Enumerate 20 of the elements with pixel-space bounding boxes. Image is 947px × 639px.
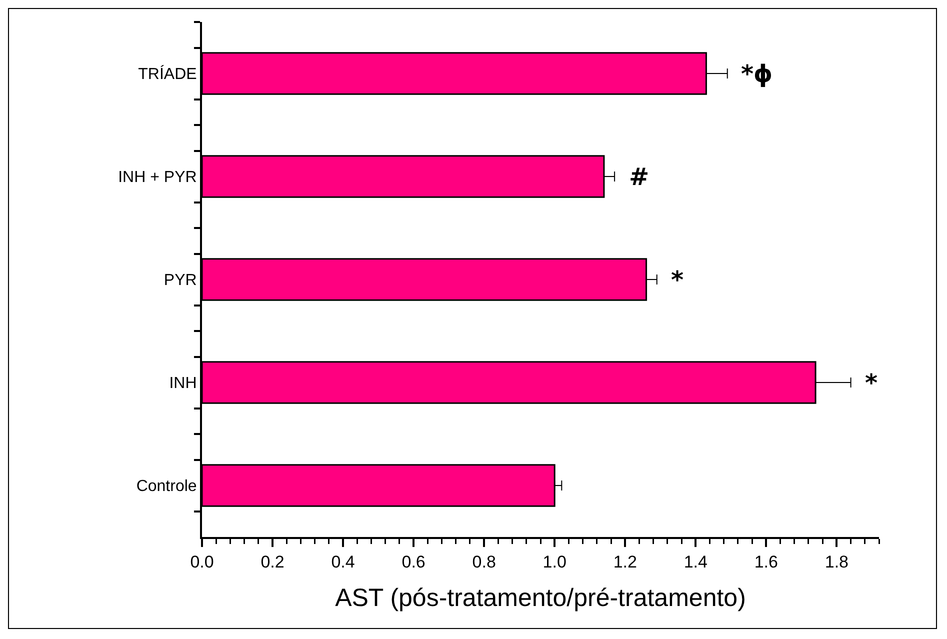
x-tick-label: 0.4	[331, 552, 355, 572]
annotation: *	[865, 369, 878, 397]
y-tick-label: INH + PYR	[118, 169, 197, 186]
x-tick-label: 0.8	[472, 552, 496, 572]
x-tick-label: 1.4	[684, 552, 708, 572]
y-tick-label: PYR	[164, 272, 197, 290]
annotation: *	[671, 266, 684, 294]
x-axis-title: AST (pós-tratamento/pré-tratamento)	[335, 584, 746, 612]
x-tick-label: 1.0	[542, 552, 566, 572]
x-tick-label: 1.8	[824, 552, 849, 572]
y-tick-label: INH	[169, 375, 197, 392]
y-tick-label: TRÍADE	[138, 65, 197, 84]
x-tick-label: 0.2	[260, 552, 284, 572]
x-tick-label: 0.0	[190, 552, 214, 572]
x-tick-label: 1.6	[754, 552, 778, 572]
x-tick-label: 0.6	[402, 552, 426, 572]
x-tick-label: 1.2	[613, 552, 637, 572]
y-tick-label: Controle	[136, 478, 197, 496]
annotation: #	[629, 163, 650, 191]
annotation: *ϕ	[741, 60, 773, 88]
